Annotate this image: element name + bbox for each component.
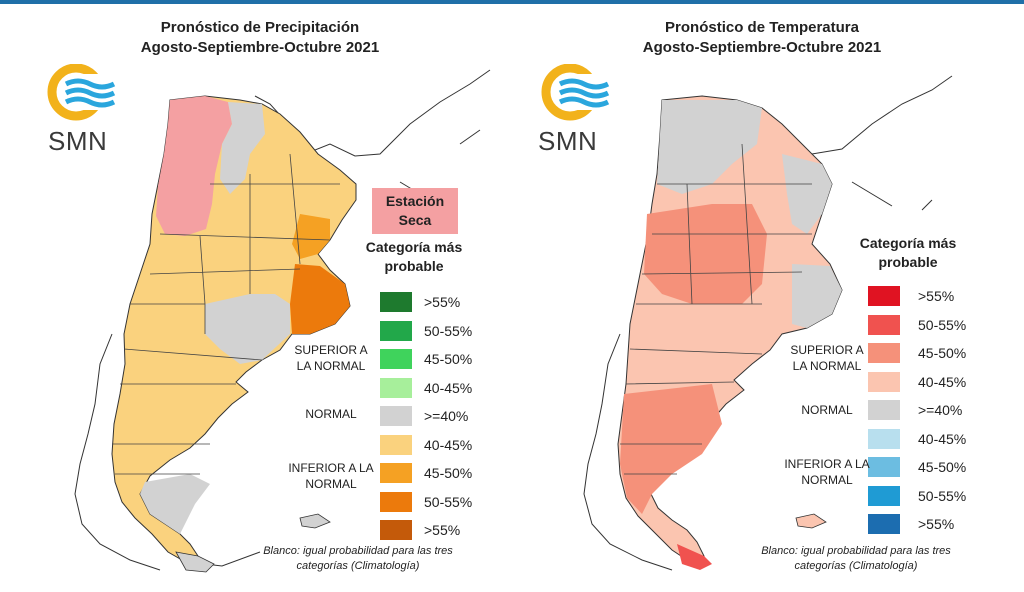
province-borders — [112, 153, 340, 475]
legend-title: Categoría más probable — [859, 235, 957, 270]
legend-swatch — [868, 485, 900, 506]
above-normal-strong-tdf — [677, 544, 712, 570]
legend-swatch — [868, 457, 900, 477]
legend-label: >=40% — [424, 408, 469, 424]
legend-swatch — [380, 349, 412, 369]
precipitation-panel: Pronóstico de Precipitación Agosto-Septi… — [0, 4, 512, 592]
legend-label: 45-50% — [424, 465, 473, 481]
legend-swatch — [380, 434, 412, 455]
legend-group-superior: SUPERIOR A LA NORMAL — [294, 343, 368, 373]
normal-region-north — [657, 100, 762, 194]
legend-label: >55% — [424, 294, 461, 310]
title-line-1: Pronóstico de Temperatura — [665, 19, 859, 36]
above-normal-moderate-center — [644, 204, 767, 304]
legend-swatch — [380, 377, 412, 398]
legend-label: 50-55% — [424, 322, 473, 339]
logo-text: SMN — [538, 126, 598, 156]
legend-swatch — [380, 320, 412, 341]
legend-label: >55% — [918, 516, 955, 532]
legend-swatch — [868, 400, 900, 420]
title-line-2: Agosto-Septiembre-Octubre 2021 — [642, 39, 882, 56]
legend-group-normal: NORMAL — [801, 403, 853, 417]
legend-group-superior: SUPERIOR A LA NORMAL — [790, 343, 864, 373]
legend-group-inferior: INFERIOR A LA NORMAL — [784, 457, 870, 487]
temperature-map — [583, 75, 953, 571]
chile-coastline — [583, 333, 673, 571]
map-title: Pronóstico de Temperatura Agosto-Septiem… — [592, 18, 932, 58]
legend-label: 50-55% — [918, 316, 967, 333]
legend-label: 40-45% — [918, 430, 967, 447]
temperature-panel: Pronóstico de Temperatura Agosto-Septiem… — [512, 4, 1024, 592]
below-normal-strong — [290, 264, 350, 334]
normal-region-south — [140, 474, 210, 534]
precipitation-map — [74, 69, 491, 573]
legend-label: 40-45% — [918, 373, 967, 390]
map-title: Pronóstico de Precipitación Agosto-Septi… — [90, 18, 430, 58]
smn-logo-icon — [541, 64, 610, 121]
legend-swatch — [868, 371, 900, 392]
legend-swatch — [380, 491, 412, 512]
legend-label: >55% — [424, 522, 461, 538]
legend-group-inferior: INFERIOR A LA NORMAL — [288, 461, 374, 491]
legend-label: 45-50% — [918, 345, 967, 361]
normal-region-north — [220, 102, 265, 194]
footnote: Blanco: igual probabilidad para las tres… — [263, 545, 453, 572]
tierra-del-fuego — [175, 551, 215, 573]
legend-label: 40-45% — [424, 379, 473, 396]
legend-swatch — [380, 520, 412, 540]
legend-swatch — [380, 292, 412, 312]
province-borders — [620, 143, 812, 475]
malvinas-islands — [795, 513, 827, 529]
normal-region-center — [205, 294, 290, 364]
legend-title: Categoría más probable — [365, 239, 463, 274]
legend-swatch — [868, 314, 900, 335]
below-normal-moderate — [292, 214, 330, 259]
footnote: Blanco: igual probabilidad para las tres… — [761, 545, 951, 572]
legend-label: >55% — [918, 288, 955, 304]
logo-text: SMN — [48, 126, 108, 156]
smn-logo-icon — [47, 64, 116, 121]
legend-swatch — [380, 406, 412, 426]
legend-label: 40-45% — [424, 436, 473, 453]
legend-swatch — [868, 286, 900, 306]
normal-region-east — [792, 264, 842, 328]
legend-label: 45-50% — [918, 459, 967, 475]
dry-season-region — [156, 96, 232, 236]
legend-group-normal: NORMAL — [305, 407, 357, 421]
above-normal-moderate-south — [620, 384, 722, 514]
dry-season-label: Estación Seca — [372, 188, 458, 234]
title-line-2: Agosto-Septiembre-Octubre 2021 — [140, 39, 380, 56]
malvinas-islands — [299, 513, 331, 529]
legend-label: 50-55% — [918, 487, 967, 504]
top-border — [0, 0, 1024, 4]
legend-label: >=40% — [918, 402, 963, 418]
normal-region-northeast — [782, 154, 832, 234]
legend-label: 50-55% — [424, 493, 473, 510]
title-line-1: Pronóstico de Precipitación — [160, 19, 360, 36]
legend-swatch — [868, 343, 900, 363]
legend-swatch — [380, 463, 412, 483]
legend-label: 45-50% — [424, 351, 473, 367]
legend-swatch — [868, 428, 900, 449]
legend-swatch — [868, 514, 900, 534]
chile-coastline — [74, 333, 161, 571]
